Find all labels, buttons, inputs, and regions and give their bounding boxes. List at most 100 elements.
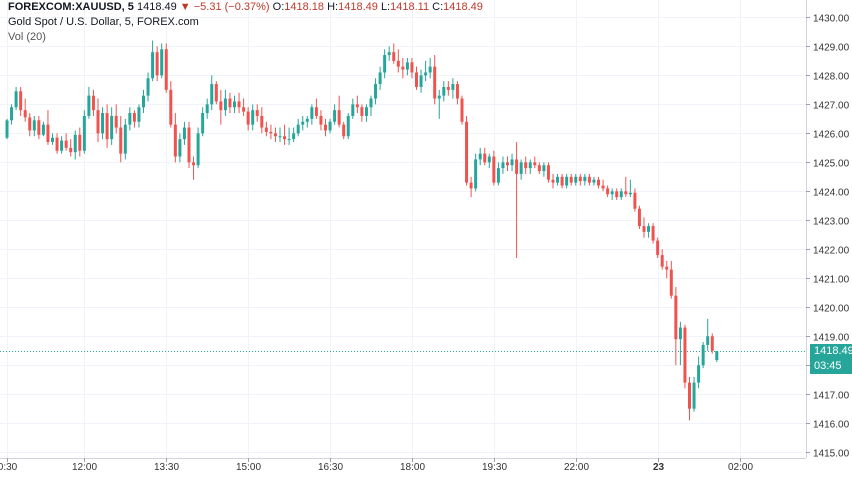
candle-body (460, 98, 464, 122)
candle-body (132, 113, 136, 122)
candle-body (119, 127, 123, 154)
candle-body (342, 124, 346, 137)
candle-body (210, 84, 214, 105)
candle-body (706, 336, 710, 345)
candle-body (615, 191, 619, 198)
x-tick-label: 13:30 (154, 462, 179, 473)
price-axis[interactable]: 1415.001416.001417.001418.001419.001420.… (806, 0, 850, 460)
candle-body (219, 101, 223, 111)
candle-body (96, 110, 100, 134)
candle-body (492, 156, 496, 183)
low-value: 1418.11 (390, 1, 430, 13)
y-tick-label: 1419.00 (813, 333, 850, 344)
candle-body (287, 139, 291, 141)
candle-body (333, 110, 337, 122)
candle-body (146, 78, 150, 96)
x-tick-label: 16:30 (318, 462, 343, 473)
candle-body (60, 140, 64, 151)
candle-body (515, 159, 519, 174)
candle-body (260, 115, 264, 128)
candle-body (592, 179, 596, 183)
candle-body (278, 136, 282, 138)
candle-body (301, 121, 305, 125)
candle-body (369, 98, 373, 108)
x-tick-label: 02:00 (728, 462, 753, 473)
y-tick-label: 1423.00 (813, 217, 850, 228)
candle-body (383, 55, 387, 73)
y-tick-label: 1422.00 (813, 246, 850, 257)
candle-body (537, 165, 541, 172)
candle-body (182, 127, 186, 140)
candle-body (392, 52, 396, 61)
candle-body (337, 110, 341, 125)
candle-body (37, 120, 41, 135)
candle-body (196, 133, 200, 166)
candle-body (624, 191, 628, 195)
candle-body (574, 176, 578, 183)
time-axis[interactable]: 0:30 12:00 13:30 15:00 16:30 18:00 19:30 22:00 2… (0, 458, 806, 473)
candle-body (692, 382, 696, 409)
candle-body (487, 156, 491, 163)
candle-body (660, 255, 664, 267)
candle-body (160, 49, 164, 76)
candle-body (560, 176, 564, 186)
candle-body (437, 95, 441, 99)
candle-body (346, 115, 350, 137)
x-tick-label: 19:30 (482, 462, 507, 473)
candle-body (688, 382, 691, 409)
y-tick-label: 1429.00 (813, 43, 850, 54)
candle-body (469, 182, 473, 189)
candle-body (501, 162, 505, 169)
candle-body (201, 113, 205, 134)
candle-body (69, 147, 73, 153)
candle-body (710, 336, 714, 351)
candle-body (283, 136, 287, 140)
candle-body (715, 351, 719, 361)
candle-body (578, 176, 582, 182)
close-value: 1418.49 (443, 1, 483, 13)
candle-body (496, 168, 500, 183)
candle-body (187, 127, 191, 163)
candle-body (251, 110, 255, 125)
candle-body (310, 107, 314, 119)
candle-body (678, 327, 682, 340)
y-tick-label: 1415.00 (813, 449, 850, 460)
open-value: 1418.18 (284, 1, 325, 13)
x-tick-label: 0:30 (0, 462, 18, 473)
bar-countdown-tag: 03:45 (810, 358, 852, 374)
candle-body (451, 84, 455, 90)
price-change: −5.31 (−0.37%) (193, 1, 270, 13)
candle-body (173, 124, 177, 157)
candle-body (387, 52, 391, 56)
candle-body (428, 66, 432, 73)
candle-body (669, 269, 673, 296)
candle-body (242, 107, 246, 112)
candle-body (32, 120, 36, 131)
candle-body (528, 162, 532, 169)
candle-body (237, 101, 241, 108)
chart-title: Gold Spot / U.S. Dollar, 5, FOREX.com (8, 16, 199, 28)
candle-body (556, 176, 560, 183)
candle-body (583, 176, 587, 182)
candle-body (455, 84, 459, 99)
candle-body (205, 104, 209, 114)
candle-body (446, 86, 450, 90)
y-tick-label: 1425.00 (813, 159, 850, 170)
candle-body (569, 176, 573, 183)
open-label: O: (272, 1, 285, 13)
candle-body (192, 162, 196, 166)
candle-body (223, 98, 227, 111)
candle-body (701, 344, 705, 366)
candle-body (419, 75, 423, 87)
symbol-label[interactable]: FOREXCOM:XAUUSD, 5 (8, 1, 134, 13)
candle-body (23, 110, 27, 118)
candle-body (506, 162, 509, 166)
candle-body (264, 127, 268, 132)
candle-body (273, 133, 277, 137)
volume-indicator-label[interactable]: Vol (20) (8, 31, 46, 43)
candle-body (105, 113, 109, 140)
candle-body (228, 98, 232, 108)
close-label: C: (432, 1, 444, 13)
x-tick-label: 15:00 (236, 462, 261, 473)
